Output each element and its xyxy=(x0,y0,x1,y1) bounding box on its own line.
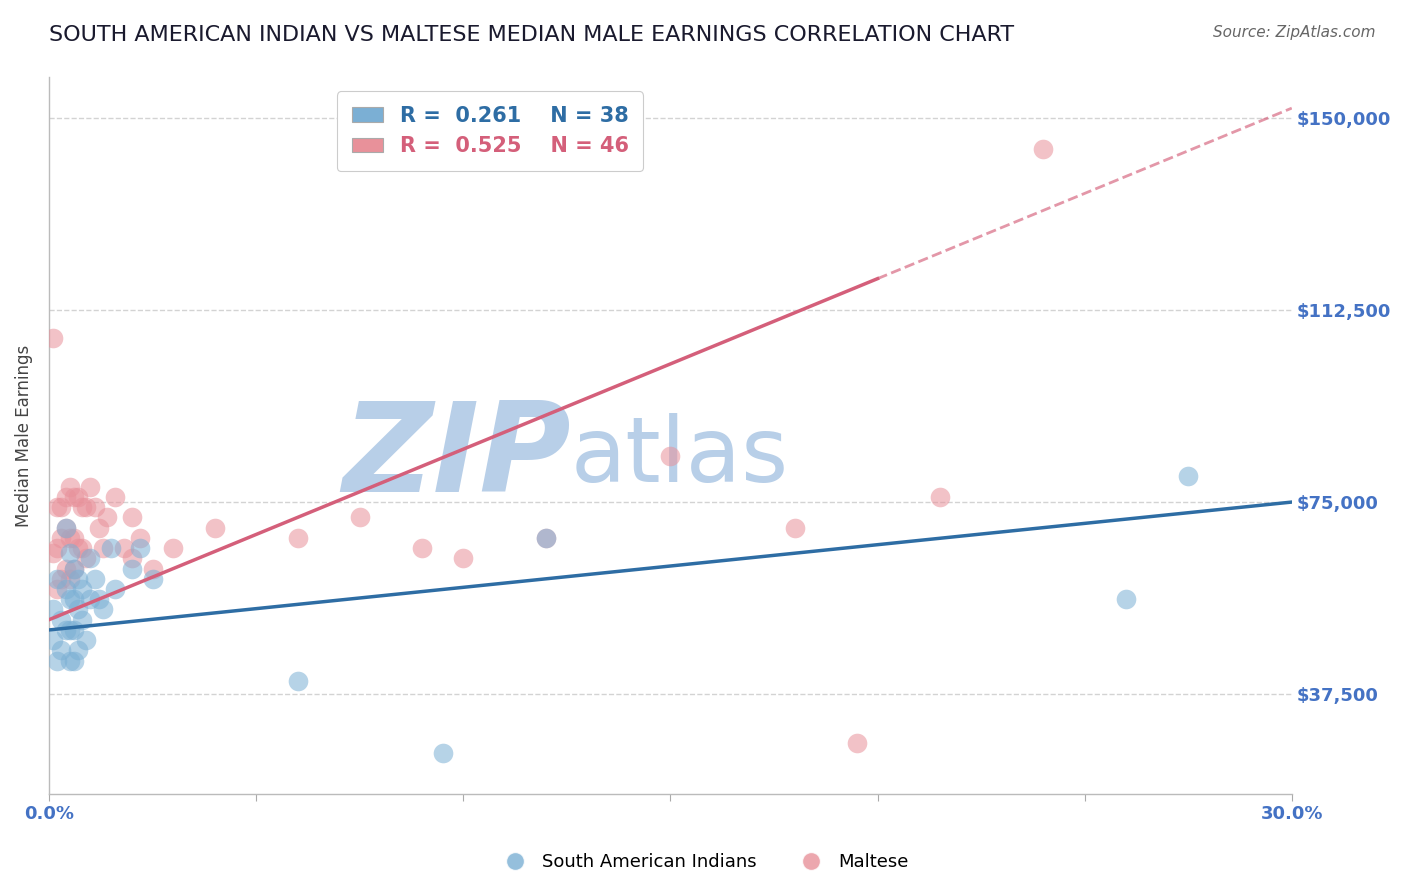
Point xyxy=(55,623,77,637)
Point xyxy=(59,572,82,586)
Point xyxy=(46,500,69,515)
Y-axis label: Median Male Earnings: Median Male Earnings xyxy=(15,344,32,526)
Point xyxy=(287,674,309,689)
Point xyxy=(79,592,101,607)
Point xyxy=(534,531,557,545)
Point xyxy=(79,480,101,494)
Point xyxy=(51,613,73,627)
Point xyxy=(66,602,89,616)
Point xyxy=(659,449,682,463)
Point xyxy=(112,541,135,555)
Point xyxy=(59,592,82,607)
Point xyxy=(104,490,127,504)
Point xyxy=(70,613,93,627)
Point xyxy=(87,592,110,607)
Point xyxy=(91,602,114,616)
Point xyxy=(42,331,65,345)
Point xyxy=(141,561,163,575)
Point xyxy=(51,643,73,657)
Point xyxy=(63,654,86,668)
Point xyxy=(66,643,89,657)
Point xyxy=(63,623,86,637)
Point xyxy=(46,572,69,586)
Point xyxy=(51,531,73,545)
Point xyxy=(51,500,73,515)
Point xyxy=(55,521,77,535)
Point xyxy=(46,582,69,596)
Point xyxy=(75,633,97,648)
Point xyxy=(96,510,118,524)
Text: Source: ZipAtlas.com: Source: ZipAtlas.com xyxy=(1212,25,1375,40)
Point xyxy=(75,551,97,566)
Point xyxy=(91,541,114,555)
Point xyxy=(83,500,105,515)
Point xyxy=(55,561,77,575)
Point xyxy=(63,531,86,545)
Point xyxy=(46,654,69,668)
Point xyxy=(204,521,226,535)
Point xyxy=(59,531,82,545)
Point xyxy=(287,531,309,545)
Point xyxy=(121,561,143,575)
Point xyxy=(83,572,105,586)
Point xyxy=(928,490,950,504)
Point xyxy=(63,490,86,504)
Point xyxy=(42,602,65,616)
Point xyxy=(845,735,868,749)
Point xyxy=(55,582,77,596)
Text: ZIP: ZIP xyxy=(342,397,571,517)
Point xyxy=(66,572,89,586)
Point xyxy=(75,500,97,515)
Legend: South American Indians, Maltese: South American Indians, Maltese xyxy=(491,847,915,879)
Text: SOUTH AMERICAN INDIAN VS MALTESE MEDIAN MALE EARNINGS CORRELATION CHART: SOUTH AMERICAN INDIAN VS MALTESE MEDIAN … xyxy=(49,25,1014,45)
Point xyxy=(1115,592,1137,607)
Point xyxy=(104,582,127,596)
Point xyxy=(432,746,454,760)
Point xyxy=(66,541,89,555)
Point xyxy=(783,521,806,535)
Point xyxy=(59,623,82,637)
Point xyxy=(162,541,184,555)
Point xyxy=(349,510,371,524)
Point xyxy=(534,531,557,545)
Point xyxy=(87,521,110,535)
Point xyxy=(70,500,93,515)
Point xyxy=(59,480,82,494)
Point xyxy=(63,561,86,575)
Point xyxy=(55,490,77,504)
Point xyxy=(121,510,143,524)
Point xyxy=(63,561,86,575)
Point xyxy=(451,551,474,566)
Point xyxy=(70,541,93,555)
Point xyxy=(51,572,73,586)
Point xyxy=(121,551,143,566)
Point xyxy=(63,592,86,607)
Point xyxy=(100,541,122,555)
Point xyxy=(70,582,93,596)
Point xyxy=(129,531,152,545)
Text: atlas: atlas xyxy=(571,413,789,501)
Point xyxy=(411,541,433,555)
Point xyxy=(46,541,69,555)
Point xyxy=(79,551,101,566)
Point xyxy=(59,546,82,560)
Point xyxy=(141,572,163,586)
Point xyxy=(59,654,82,668)
Point xyxy=(42,546,65,560)
Point xyxy=(129,541,152,555)
Point xyxy=(1177,469,1199,483)
Point xyxy=(42,633,65,648)
Point xyxy=(55,521,77,535)
Legend: R =  0.261    N = 38, R =  0.525    N = 46: R = 0.261 N = 38, R = 0.525 N = 46 xyxy=(337,92,643,171)
Point xyxy=(1032,142,1054,156)
Point xyxy=(66,490,89,504)
